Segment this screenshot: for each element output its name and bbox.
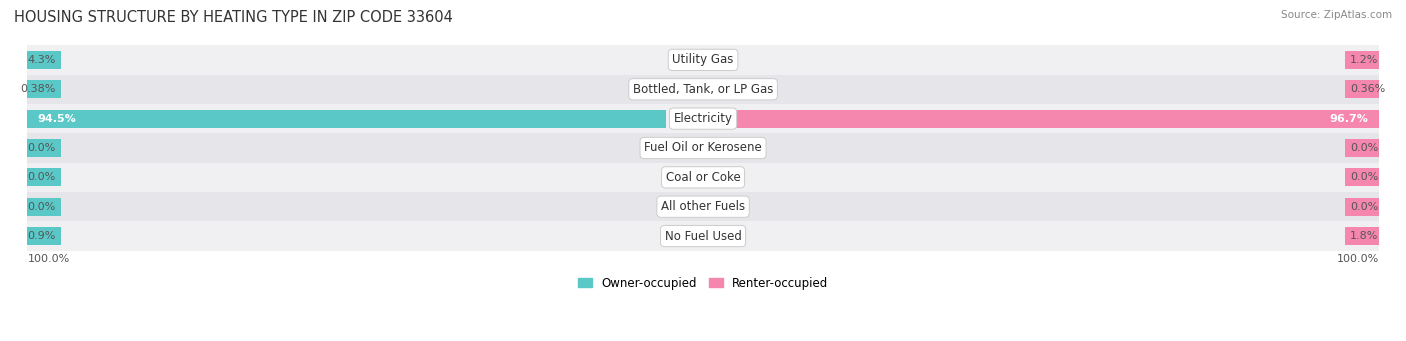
Bar bbox=[28, 75, 1379, 104]
Bar bbox=[28, 45, 1379, 75]
Text: No Fuel Used: No Fuel Used bbox=[665, 229, 741, 242]
Bar bbox=[1346, 80, 1379, 98]
Text: 94.5%: 94.5% bbox=[38, 114, 76, 124]
Text: 0.0%: 0.0% bbox=[1350, 143, 1378, 153]
Text: 0.0%: 0.0% bbox=[28, 143, 56, 153]
Bar bbox=[1346, 168, 1379, 187]
Bar bbox=[28, 227, 62, 245]
Text: Utility Gas: Utility Gas bbox=[672, 54, 734, 66]
Text: Coal or Coke: Coal or Coke bbox=[665, 171, 741, 184]
Bar bbox=[28, 80, 62, 98]
Text: 0.36%: 0.36% bbox=[1350, 84, 1385, 94]
Legend: Owner-occupied, Renter-occupied: Owner-occupied, Renter-occupied bbox=[574, 272, 834, 294]
Text: 0.38%: 0.38% bbox=[21, 84, 56, 94]
Text: Fuel Oil or Kerosene: Fuel Oil or Kerosene bbox=[644, 142, 762, 154]
Text: 4.3%: 4.3% bbox=[28, 55, 56, 65]
Text: 100.0%: 100.0% bbox=[28, 254, 70, 264]
Text: 1.2%: 1.2% bbox=[1350, 55, 1379, 65]
Text: Source: ZipAtlas.com: Source: ZipAtlas.com bbox=[1281, 10, 1392, 20]
Text: 1.8%: 1.8% bbox=[1350, 231, 1379, 241]
Text: 0.0%: 0.0% bbox=[1350, 172, 1378, 182]
Bar bbox=[725, 109, 1379, 128]
Bar bbox=[28, 109, 666, 128]
Text: 0.0%: 0.0% bbox=[1350, 202, 1378, 212]
Bar bbox=[28, 133, 1379, 163]
Text: 96.7%: 96.7% bbox=[1330, 114, 1368, 124]
Text: 0.9%: 0.9% bbox=[28, 231, 56, 241]
Text: All other Fuels: All other Fuels bbox=[661, 200, 745, 213]
Bar bbox=[1346, 227, 1379, 245]
Text: Electricity: Electricity bbox=[673, 112, 733, 125]
Bar bbox=[28, 163, 1379, 192]
Bar bbox=[28, 197, 62, 216]
Text: Bottled, Tank, or LP Gas: Bottled, Tank, or LP Gas bbox=[633, 83, 773, 96]
Bar bbox=[1346, 139, 1379, 157]
Bar bbox=[28, 104, 1379, 133]
Bar bbox=[28, 192, 1379, 221]
Text: 100.0%: 100.0% bbox=[1336, 254, 1379, 264]
Text: 0.0%: 0.0% bbox=[28, 172, 56, 182]
Text: HOUSING STRUCTURE BY HEATING TYPE IN ZIP CODE 33604: HOUSING STRUCTURE BY HEATING TYPE IN ZIP… bbox=[14, 10, 453, 25]
Bar bbox=[28, 139, 62, 157]
Bar bbox=[28, 51, 62, 69]
Text: 0.0%: 0.0% bbox=[28, 202, 56, 212]
Bar bbox=[1346, 197, 1379, 216]
Bar bbox=[1346, 51, 1379, 69]
Bar bbox=[28, 168, 62, 187]
Bar bbox=[28, 221, 1379, 251]
